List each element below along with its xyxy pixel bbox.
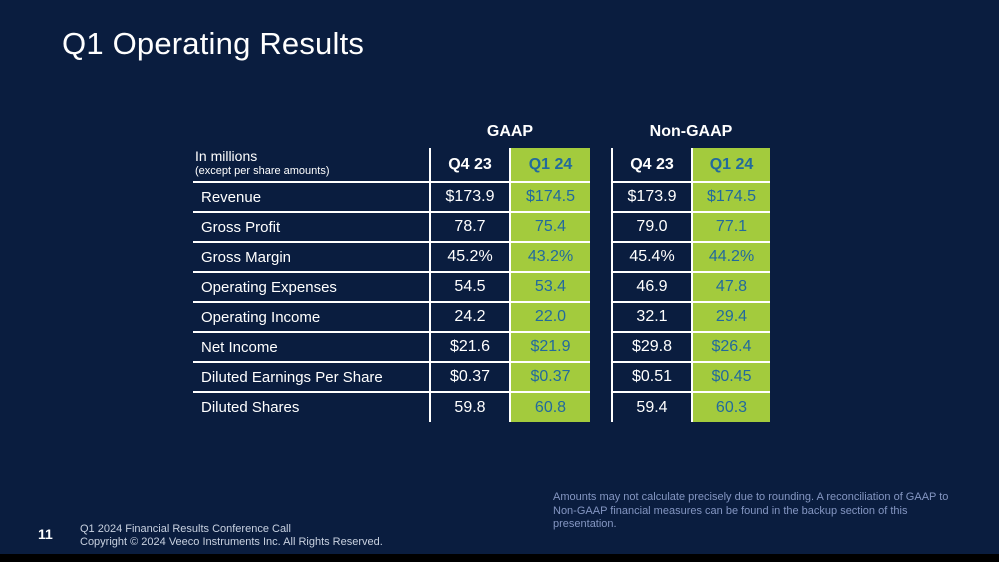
row-label: Operating Expenses [193, 272, 430, 303]
cell-gaap-q124: 22.0 [509, 302, 590, 333]
cell-gaap-q423: $21.6 [429, 332, 510, 363]
cell-gaap-q423: $173.9 [429, 182, 510, 213]
period-header-nongaap-q423: Q4 23 [611, 148, 692, 183]
table-row-gross-profit: Gross Profit 78.7 75.4 79.0 77.1 [193, 212, 770, 243]
cell-gaap-q423: $0.37 [429, 362, 510, 393]
column-gap [590, 114, 612, 148]
cell-nongaap-q423: 46.9 [611, 272, 692, 303]
cell-gaap-q124: $0.37 [509, 362, 590, 393]
column-gap [590, 182, 612, 212]
column-gap [590, 242, 612, 272]
row-label: Gross Margin [193, 242, 430, 273]
cell-nongaap-q124: 47.8 [691, 272, 770, 303]
column-gap [590, 148, 612, 182]
row-label: Diluted Shares [201, 399, 300, 416]
column-gap [590, 302, 612, 332]
group-header-gaap: GAAP [486, 123, 534, 140]
page-number: 11 [38, 526, 53, 542]
cell-nongaap-q423: $0.51 [611, 362, 692, 393]
cell-gaap-q423: 45.2% [429, 242, 510, 273]
slide-title: Q1 Operating Results [62, 26, 365, 61]
cell-gaap-q423: 24.2 [429, 302, 510, 333]
operating-results-table: GAAP Non-GAAP In millions (except per sh… [193, 114, 770, 422]
cell-nongaap-q423: 45.4% [611, 242, 692, 273]
table-row-net-income: Net Income $21.6 $21.9 $29.8 $26.4 [193, 332, 770, 363]
row-label: Revenue [193, 182, 430, 213]
cell-nongaap-q124: 77.1 [691, 212, 770, 243]
cell-nongaap-q124: $26.4 [691, 332, 770, 363]
results-table: GAAP Non-GAAP In millions (except per sh… [193, 114, 770, 422]
column-gap [590, 392, 612, 422]
cell-nongaap-q423: 59.4 [611, 392, 692, 422]
column-gap [590, 212, 612, 242]
group-header-row: GAAP Non-GAAP [193, 114, 770, 148]
unit-label-cell: In millions (except per share amounts) [193, 148, 430, 183]
table-row-gross-margin: Gross Margin 45.2% 43.2% 45.4% 44.2% [193, 242, 770, 273]
cell-nongaap-q423: $173.9 [611, 182, 692, 213]
cell-gaap-q124: 60.8 [509, 392, 590, 422]
period-header-gaap-q124: Q1 24 [509, 148, 590, 183]
row-label: Operating Income [193, 302, 430, 333]
cell-gaap-q423: 78.7 [429, 212, 510, 243]
period-header-gaap-q423: Q4 23 [429, 148, 510, 183]
footer-line-2: Copyright © 2024 Veeco Instruments Inc. … [80, 536, 383, 548]
row-label: Diluted Earnings Per Share [193, 362, 430, 393]
cell-nongaap-q124: 60.3 [691, 392, 770, 422]
cell-gaap-q124: 75.4 [509, 212, 590, 243]
cell-nongaap-q124: $0.45 [691, 362, 770, 393]
cell-gaap-q124: $21.9 [509, 332, 590, 363]
table-row-operating-income: Operating Income 24.2 22.0 32.1 29.4 [193, 302, 770, 333]
footnote: Amounts may not calculate precisely due … [553, 491, 949, 530]
unit-note: (except per share amounts) [195, 165, 330, 177]
cell-gaap-q423: 59.8 [429, 392, 510, 422]
period-header-nongaap-q124: Q1 24 [691, 148, 770, 183]
row-label: Gross Profit [193, 212, 430, 243]
table-row-revenue: Revenue $173.9 $174.5 $173.9 $174.5 [193, 182, 770, 213]
cell-nongaap-q423: $29.8 [611, 332, 692, 363]
cell-gaap-q423: 54.5 [429, 272, 510, 303]
cell-nongaap-q124: 29.4 [691, 302, 770, 333]
table-row-diluted-shares: Diluted Shares 59.8 60.8 59.4 60.3 [193, 392, 770, 422]
period-header-row: In millions (except per share amounts) Q… [193, 148, 770, 183]
cell-nongaap-q423: 79.0 [611, 212, 692, 243]
footer-text: Q1 2024 Financial Results Conference Cal… [80, 523, 383, 549]
column-gap [590, 362, 612, 392]
cell-nongaap-q124: 44.2% [691, 242, 770, 273]
cell-nongaap-q124: $174.5 [691, 182, 770, 213]
cell-gaap-q124: $174.5 [509, 182, 590, 213]
group-header-non-gaap: Non-GAAP [649, 123, 733, 140]
footer-line-1: Q1 2024 Financial Results Conference Cal… [80, 523, 291, 535]
cell-nongaap-q423: 32.1 [611, 302, 692, 333]
table-row-operating-expenses: Operating Expenses 54.5 53.4 46.9 47.8 [193, 272, 770, 303]
unit-label: In millions [195, 148, 258, 164]
column-gap [590, 272, 612, 302]
cell-gaap-q124: 43.2% [509, 242, 590, 273]
table-row-diluted-eps: Diluted Earnings Per Share $0.37 $0.37 $… [193, 362, 770, 393]
row-label: Net Income [193, 332, 430, 363]
cell-gaap-q124: 53.4 [509, 272, 590, 303]
column-gap [590, 332, 612, 362]
group-header-spacer [193, 114, 430, 148]
bottom-bar [0, 554, 999, 562]
